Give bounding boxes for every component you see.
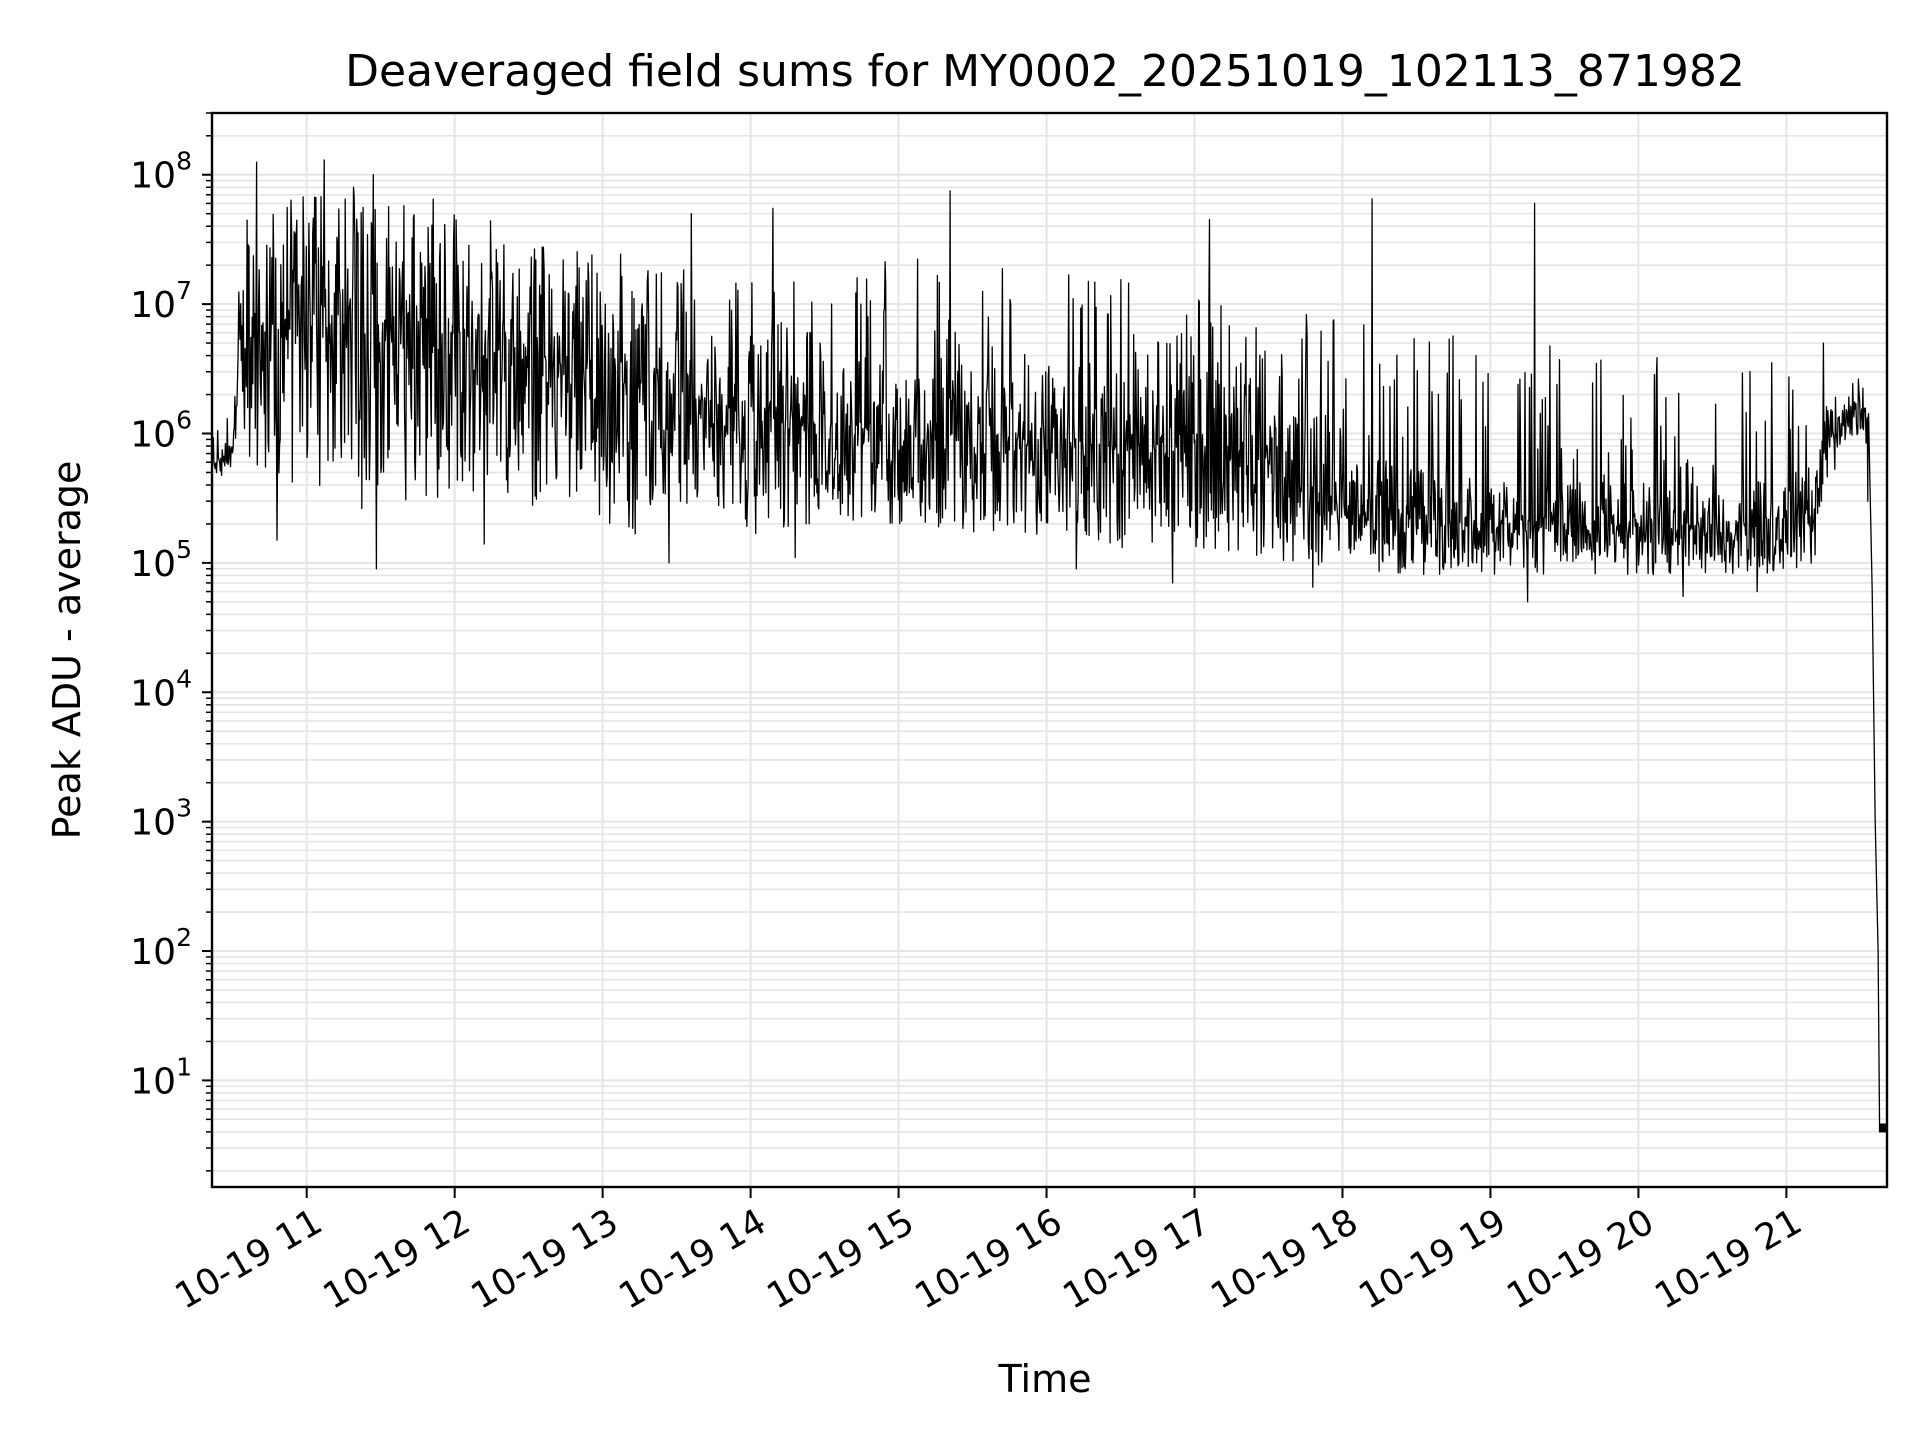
y-tick-label: 106 [130, 405, 192, 455]
y-tick-label: 104 [130, 664, 192, 714]
series-line [211, 159, 1888, 1133]
y-tick-label: 102 [130, 923, 192, 973]
axes [202, 111, 1889, 1198]
y-tick-label: 101 [130, 1052, 192, 1102]
series-area [211, 159, 1888, 1133]
y-tick-label: 103 [130, 794, 192, 844]
grid-lines [212, 112, 1887, 1187]
chart-title: Deaveraged field sums for MY0002_2025101… [345, 46, 1745, 97]
plot-frame [210, 111, 1889, 1189]
y-tick-label: 107 [130, 276, 192, 326]
y-tick-label: 108 [130, 147, 192, 197]
x-axis-label: Time [998, 1357, 1092, 1401]
y-tick-label: 105 [130, 535, 192, 585]
y-axis-label: Peak ADU - average [45, 461, 89, 840]
